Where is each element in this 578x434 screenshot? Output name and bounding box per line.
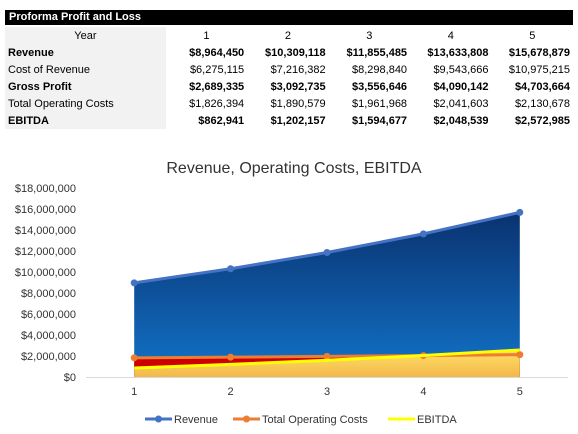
y-tick-label: $18,000,000	[15, 183, 76, 195]
area-chart[interactable]: Revenue, Operating Costs, EBITDA $0 $2,00…	[0, 150, 578, 434]
data-point	[227, 353, 235, 361]
value-cell[interactable]: $3,556,646	[352, 80, 408, 93]
series-area-revenue	[134, 212, 520, 377]
value-cell[interactable]: $862,941	[198, 114, 245, 127]
table-row-gross-profit: Gross Profit $2,689,335 $3,092,735 $3,55…	[5, 78, 573, 95]
value-cell[interactable]: $1,826,394	[189, 97, 245, 110]
value-cell[interactable]: $15,678,879	[508, 46, 570, 59]
value-cell[interactable]: $1,890,579	[270, 97, 326, 110]
value-cell[interactable]: $1,202,157	[270, 114, 326, 127]
value-cell[interactable]: $1,594,677	[352, 114, 408, 127]
header-year-cell[interactable]: 1	[203, 29, 210, 42]
y-tick-label: $14,000,000	[15, 225, 76, 237]
series-line-ebitda	[134, 348, 520, 370]
table-row-total-operating-costs: Total Operating Costs $1,826,394 $1,890,…	[5, 95, 573, 112]
value-cell[interactable]: $6,275,115	[189, 63, 245, 76]
value-cell[interactable]: $13,633,808	[427, 46, 489, 59]
x-tick-label: 5	[517, 386, 523, 398]
legend-point-marker	[243, 415, 250, 423]
header-year-cell[interactable]: 2	[284, 29, 291, 42]
table-header-row: Year 1 2 3 4 5	[5, 27, 573, 44]
row-label-cell[interactable]: Gross Profit	[5, 78, 166, 95]
data-point	[227, 265, 235, 273]
table-row-ebitda: EBITDA $862,941 $1,202,157 $1,594,677 $2…	[5, 112, 573, 129]
data-point	[419, 230, 427, 238]
y-tick-label: $4,000,000	[21, 330, 76, 342]
x-tick-label: 2	[228, 386, 234, 398]
y-tick-label: $12,000,000	[15, 246, 76, 258]
value-cell[interactable]: $3,092,735	[270, 80, 326, 93]
y-tick-label: $16,000,000	[15, 204, 76, 216]
table-row-revenue: Revenue $8,964,450 $10,309,118 $11,855,4…	[5, 44, 573, 61]
x-tick-label: 1	[131, 386, 137, 398]
x-tick-label: 4	[420, 386, 426, 398]
row-label-cell[interactable]: Total Operating Costs	[5, 95, 166, 112]
chart-legend: Revenue Total Operating Costs EBITDA	[145, 414, 457, 426]
value-cell[interactable]: $11,855,485	[346, 46, 408, 59]
plot-area: $0 $2,000,000 $4,000,000 $6,000,000 $8,000,0…	[15, 183, 568, 398]
y-tick-label: $2,000,000	[21, 351, 76, 363]
data-point	[516, 351, 524, 359]
value-cell[interactable]: $8,298,840	[352, 63, 408, 76]
header-year-cell[interactable]: 4	[447, 29, 454, 42]
row-label-cell[interactable]: Revenue	[5, 44, 166, 61]
legend-label: Revenue	[174, 414, 218, 426]
value-cell[interactable]: $2,689,335	[189, 80, 245, 93]
y-tick-label: $8,000,000	[21, 288, 76, 300]
value-cell[interactable]: $2,048,539	[433, 114, 489, 127]
value-cell[interactable]: $10,309,118	[265, 46, 326, 59]
value-cell[interactable]: $7,216,382	[270, 63, 326, 76]
data-point	[516, 208, 524, 216]
data-point	[323, 352, 331, 360]
header-label-cell[interactable]: Year	[5, 27, 166, 44]
chart-title: Revenue, Operating Costs, EBITDA	[166, 160, 422, 177]
value-cell[interactable]: $4,090,142	[433, 80, 489, 93]
profit-loss-table: Year 1 2 3 4 5 Revenue $8,964,450 $10,30…	[5, 27, 573, 129]
value-cell[interactable]: $2,572,985	[514, 114, 570, 127]
y-tick-label: $10,000,000	[15, 267, 76, 279]
value-cell[interactable]: $9,543,666	[433, 63, 489, 76]
value-cell[interactable]: $10,975,215	[508, 63, 570, 76]
header-year-cell[interactable]: 5	[529, 29, 536, 42]
data-point	[130, 279, 138, 287]
legend-label: EBITDA	[417, 414, 457, 426]
header-year-cell[interactable]: 3	[366, 29, 373, 42]
legend-point-marker	[155, 415, 162, 423]
value-cell[interactable]: $2,130,678	[514, 97, 570, 110]
row-label-cell[interactable]: EBITDA	[5, 112, 166, 129]
table-title: Proforma Profit and Loss	[5, 10, 573, 25]
value-cell[interactable]: $4,703,664	[514, 80, 570, 93]
table-row-cost-of-revenue: Cost of Revenue $6,275,115 $7,216,382 $8…	[5, 61, 573, 78]
legend-label: Total Operating Costs	[262, 414, 368, 426]
row-label-cell[interactable]: Cost of Revenue	[5, 61, 166, 78]
y-tick-label: $0	[64, 372, 76, 384]
y-tick-label: $6,000,000	[21, 309, 76, 321]
x-tick-label: 3	[324, 386, 330, 398]
data-point	[130, 354, 138, 362]
data-point	[323, 249, 331, 257]
value-cell[interactable]: $2,041,603	[433, 97, 489, 110]
value-cell[interactable]: $1,961,968	[352, 97, 408, 110]
value-cell[interactable]: $8,964,450	[189, 46, 245, 59]
